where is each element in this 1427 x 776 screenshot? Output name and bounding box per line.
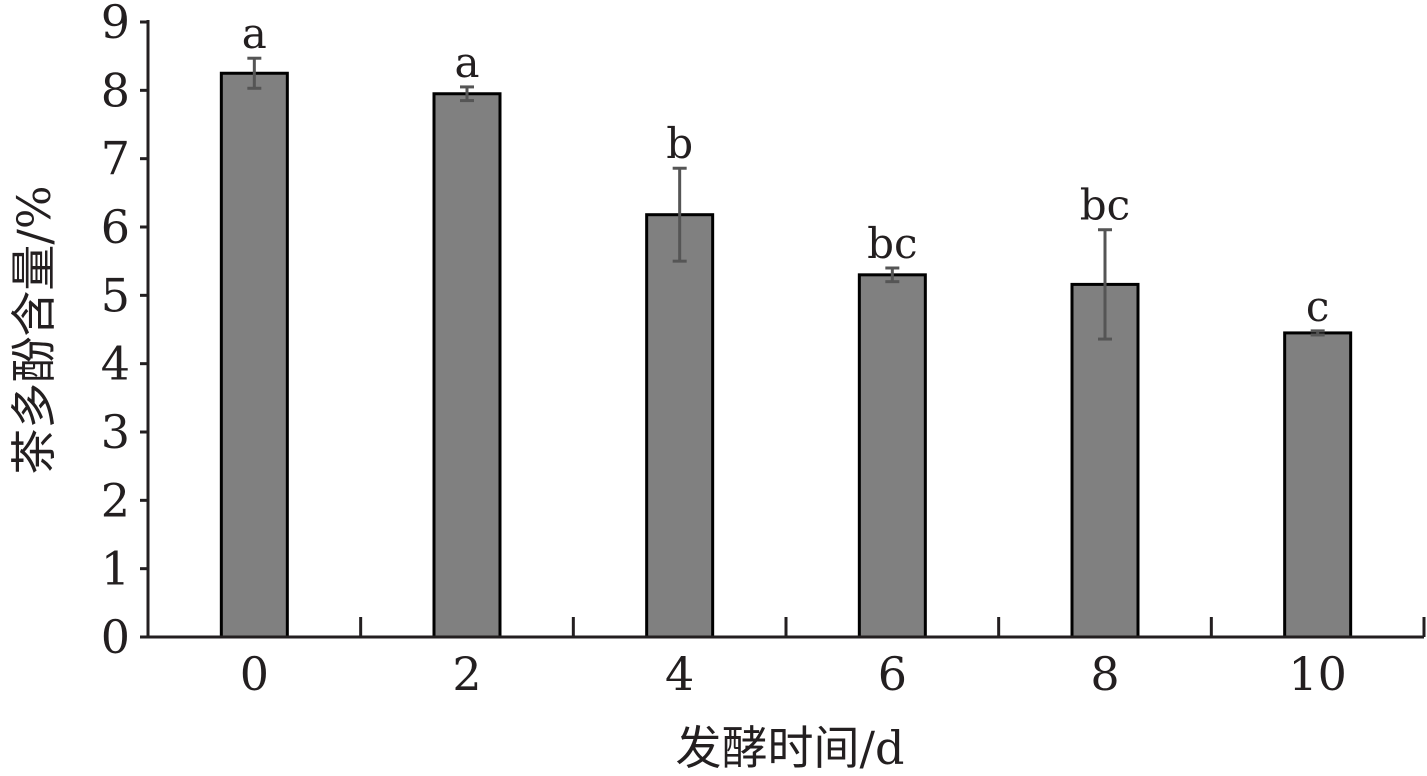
y-tick-label: 7 [101,132,130,186]
error-bar [672,166,687,263]
bar [1283,331,1353,639]
x-tick-label: 0 [240,647,269,701]
error-bars-layer [247,56,1325,341]
x-axis-title: 发酵时间/d [676,721,905,775]
bars-layer [219,71,1353,639]
x-tick-label: 2 [452,647,481,701]
bar [857,273,927,639]
y-tick-label: 1 [101,542,130,596]
y-tick-label: 9 [101,0,130,49]
error-bar [1310,329,1325,337]
bar [645,213,715,639]
significance-label: bc [867,219,917,268]
significance-label: a [454,38,479,87]
y-axis-title: 茶多酚含量/% [7,185,61,474]
bar [1070,282,1140,639]
y-tick-label: 8 [101,63,130,117]
x-tick-label: 4 [665,647,694,701]
labels-layer: a 0 a 2 b 4 bc 6 bc 8 c 10 0 1 2 3 4 5 6 7 8 9 [101,0,1347,701]
y-tick-label: 2 [101,473,130,527]
y-tick-label: 0 [101,610,130,664]
bar [219,71,289,639]
y-tick-label: 5 [101,268,130,322]
error-bar [460,85,474,103]
significance-label: bc [1080,181,1130,230]
axes-layer [140,20,1426,639]
error-bar [885,266,900,284]
error-bar [1098,228,1112,341]
significance-label: c [1306,282,1330,331]
significance-label: b [666,119,693,168]
x-tick-label: 8 [1090,647,1119,701]
error-bar [247,56,262,90]
x-tick-label: 10 [1288,647,1347,701]
y-tick-label: 3 [101,405,130,459]
bar [432,92,502,639]
y-tick-label: 4 [101,337,130,391]
x-tick-label: 6 [878,647,907,701]
significance-label: a [242,9,267,58]
y-tick-label: 6 [101,200,130,254]
